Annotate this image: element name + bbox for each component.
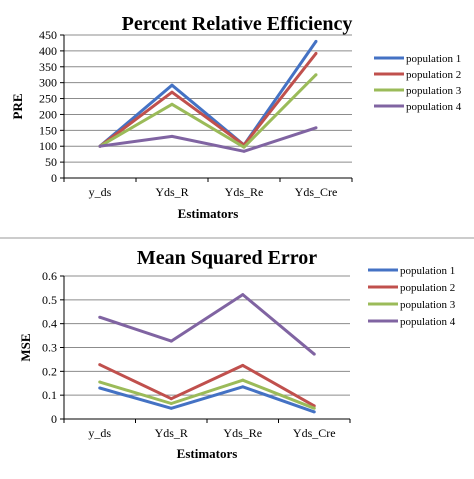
data-point	[98, 363, 102, 367]
data-point	[314, 126, 318, 130]
data-point	[169, 397, 173, 401]
y-axis-title: MSE	[18, 333, 33, 361]
x-axis-title: Estimators	[177, 446, 238, 461]
legend: population 1 population 2 population 3 popu…	[368, 265, 456, 328]
series-line-population-2	[99, 363, 316, 408]
data-point	[98, 386, 102, 390]
y-tick-label: 50	[45, 155, 57, 169]
legend-label: population 4	[400, 316, 456, 328]
x-tick-label: Yds_Re	[225, 185, 264, 199]
y-tick-label: 250	[39, 92, 57, 106]
data-point	[241, 293, 245, 297]
data-point	[314, 73, 318, 77]
chart-2: 0 0.1 0.2 0.3 0.4 0.5 0.6 y_ds Yds_R Yds_Re Yds_Cr…	[18, 247, 456, 461]
x-tick-label: y_ds	[88, 426, 111, 440]
y-tick-label: 350	[39, 60, 57, 74]
series-line-population-2	[99, 52, 318, 148]
y-tick-label: 400	[39, 44, 57, 58]
legend-label: population 1	[400, 265, 455, 277]
x-tick-label: y_ds	[89, 185, 112, 199]
legend-label: population 1	[406, 53, 461, 65]
y-tick-label: 0.1	[42, 388, 57, 402]
x-tick-label: Yds_Cre	[293, 426, 336, 440]
data-point	[314, 51, 318, 55]
y-tick-label: 0	[51, 412, 57, 426]
data-point	[170, 134, 174, 138]
data-point	[314, 39, 318, 43]
y-tick-label: 300	[39, 76, 57, 90]
y-tick-label: 450	[39, 28, 57, 42]
legend-label: population 3	[406, 85, 462, 97]
data-point	[242, 149, 246, 153]
data-point	[312, 410, 316, 414]
series-line-population-4	[99, 126, 317, 153]
series-line-population-3	[99, 73, 318, 149]
legend: population 1 population 2 population 3 popu…	[374, 53, 462, 113]
x-tick-label: Yds_Cre	[295, 185, 338, 199]
legend-label: population 4	[406, 101, 462, 113]
y-tick-label: 100	[39, 139, 57, 153]
legend-label: population 2	[406, 69, 461, 81]
data-point	[241, 385, 245, 389]
data-point	[169, 339, 173, 343]
data-point	[312, 352, 316, 356]
y-axis-title: PRE	[10, 94, 25, 120]
series-line-population-1	[99, 40, 318, 148]
data-point	[98, 315, 102, 319]
y-tick-label: 0.4	[42, 317, 57, 331]
data-point	[312, 406, 316, 410]
chart-title: Mean Squared Error	[137, 247, 317, 269]
series-line-population-4	[99, 293, 316, 356]
series-line-population-3	[99, 378, 315, 410]
data-point	[98, 380, 102, 384]
data-point	[242, 145, 246, 149]
data-point	[169, 402, 173, 406]
y-tick-label: 200	[39, 107, 57, 121]
y-tick-label: 0.6	[42, 269, 57, 283]
data-point	[170, 102, 174, 106]
legend-label: population 3	[400, 299, 456, 311]
x-tick-label: Yds_R	[155, 185, 188, 199]
y-tick-label: 0.5	[42, 293, 57, 307]
chart-title: Percent Relative Efficiency	[122, 13, 353, 35]
legend-label: population 2	[400, 282, 455, 294]
data-point	[241, 363, 245, 367]
data-point	[98, 144, 102, 148]
y-tick-label: 150	[39, 123, 57, 137]
series-line-population-1	[99, 385, 315, 414]
data-point	[169, 406, 173, 410]
y-tick-label: 0.2	[42, 364, 57, 378]
data-point	[170, 83, 174, 87]
y-tick-label: 0.3	[42, 341, 57, 355]
data-point	[241, 378, 245, 382]
x-tick-label: Yds_Re	[223, 426, 262, 440]
y-tick-label: 0	[51, 171, 57, 185]
data-point	[170, 90, 174, 94]
x-tick-label: Yds_R	[155, 426, 188, 440]
x-axis-title: Estimators	[178, 206, 239, 221]
